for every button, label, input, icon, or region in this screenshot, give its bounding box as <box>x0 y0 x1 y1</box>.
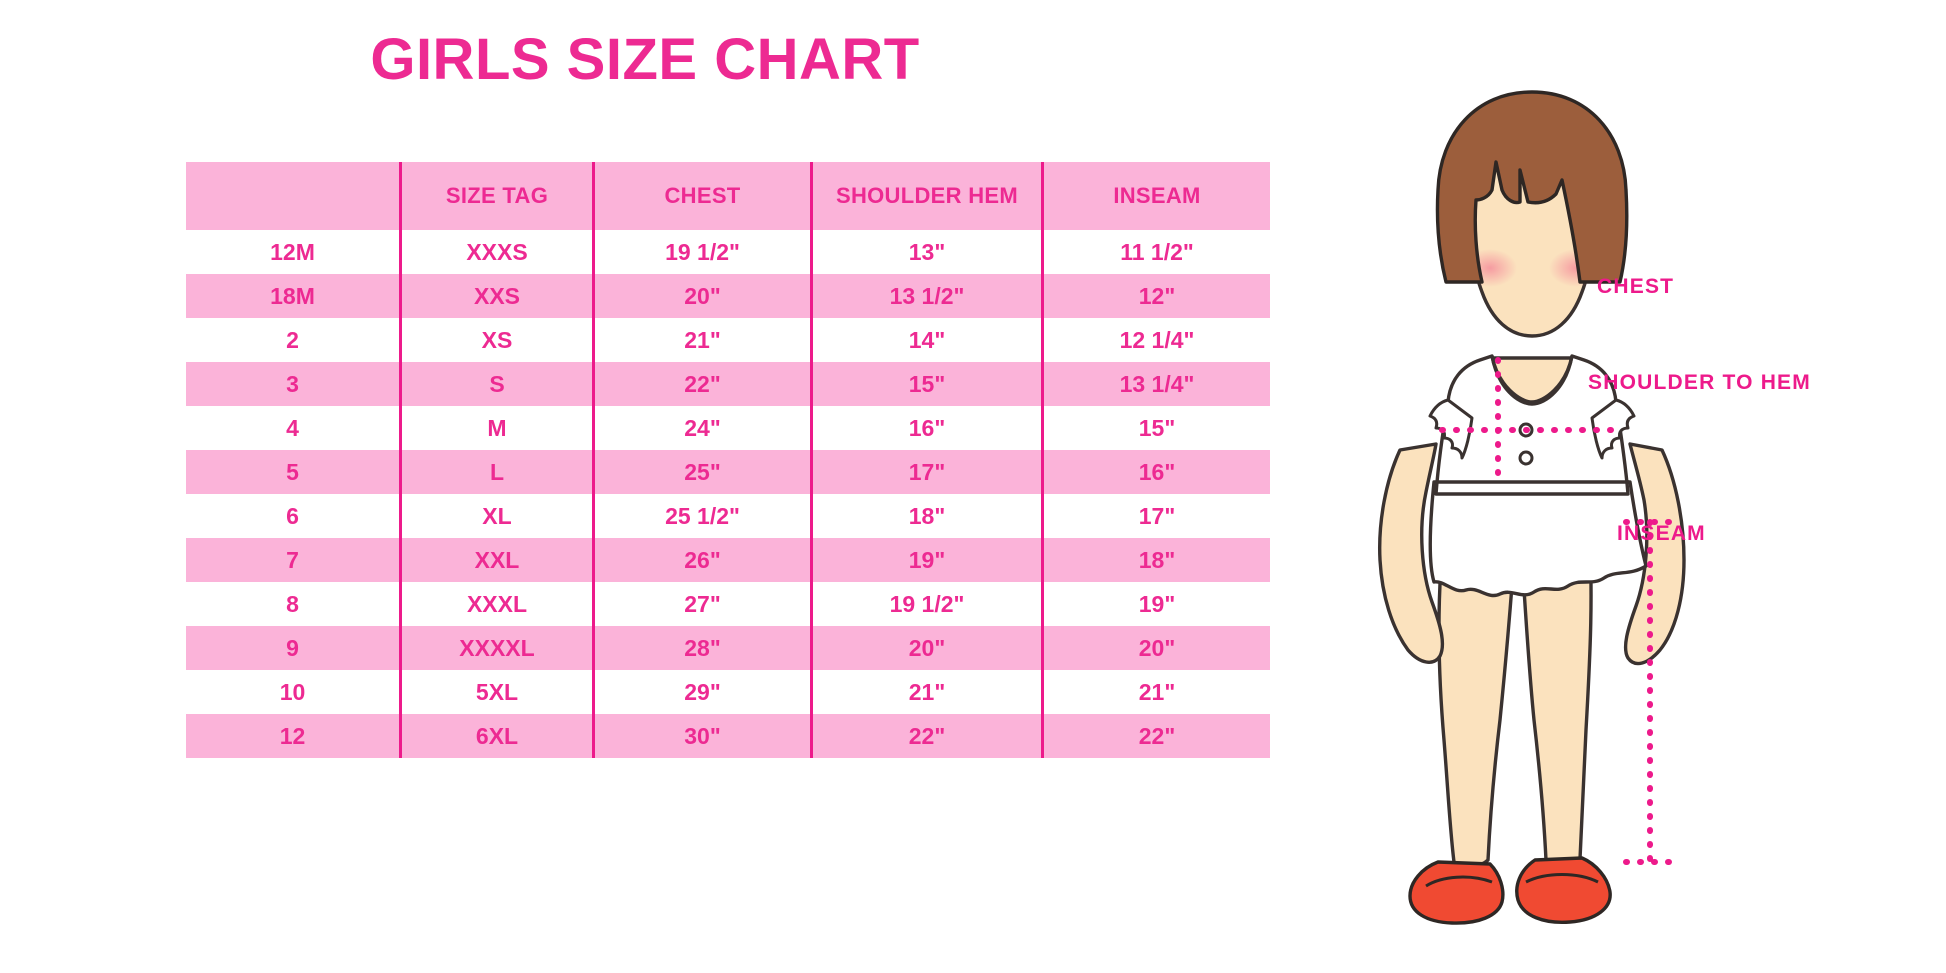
cell-inseam: 12 1/4" <box>1042 318 1270 362</box>
cell-size-tag: XS <box>400 318 595 362</box>
cell-chest: 25" <box>593 450 813 494</box>
cell-size-tag: XXL <box>400 538 595 582</box>
table-header-row: SIZE TAG CHEST SHOULDER HEM INSEAM <box>186 162 1270 230</box>
cell-size-tag: XXXXL <box>400 626 595 670</box>
cell-inseam: 12" <box>1042 274 1270 318</box>
cell-size-tag: 5XL <box>400 670 595 714</box>
neckline <box>1490 355 1574 406</box>
cell-size: 12M <box>186 230 402 274</box>
cell-inseam: 22" <box>1042 714 1270 758</box>
cell-size: 10 <box>186 670 402 714</box>
cell-size: 6 <box>186 494 402 538</box>
cell-size-tag: L <box>400 450 595 494</box>
table-row: 10 5XL 29" 21" 21" <box>186 670 1270 714</box>
cell-inseam: 16" <box>1042 450 1270 494</box>
column-header-shoulder-hem: SHOULDER HEM <box>811 162 1044 230</box>
cell-inseam: 19" <box>1042 582 1270 626</box>
shoes <box>1408 856 1612 925</box>
measurement-guides <box>1439 357 1677 865</box>
table-row: 8 XXXL 27" 19 1/2" 19" <box>186 582 1270 626</box>
cell-size: 4 <box>186 406 402 450</box>
cell-size: 12 <box>186 714 402 758</box>
cell-size: 5 <box>186 450 402 494</box>
cell-size-tag: XXS <box>400 274 595 318</box>
cell-chest: 26" <box>593 538 813 582</box>
table-row: 12M XXXS 19 1/2" 13" 11 1/2" <box>186 230 1270 274</box>
cell-shoulder-hem: 22" <box>811 714 1044 758</box>
cell-inseam: 11 1/2" <box>1042 230 1270 274</box>
table-row: 18M XXS 20" 13 1/2" 12" <box>186 274 1270 318</box>
skirt <box>1428 480 1648 598</box>
cell-size: 2 <box>186 318 402 362</box>
cell-chest: 22" <box>593 362 813 406</box>
arms <box>1377 442 1686 666</box>
sleeve-ruffle-left <box>1428 398 1474 460</box>
cell-shoulder-hem: 14" <box>811 318 1044 362</box>
cell-size-tag: XXXS <box>400 230 595 274</box>
cell-size: 7 <box>186 538 402 582</box>
cell-inseam: 15" <box>1042 406 1270 450</box>
table-header: SIZE TAG CHEST SHOULDER HEM INSEAM <box>186 162 1270 230</box>
cell-size-tag: XL <box>400 494 595 538</box>
cell-size-tag: S <box>400 362 595 406</box>
column-header-size <box>186 162 402 230</box>
table-row: 9 XXXXL 28" 20" 20" <box>186 626 1270 670</box>
cell-size-tag: XXXL <box>400 582 595 626</box>
table-row: 3 S 22" 15" 13 1/4" <box>186 362 1270 406</box>
cell-shoulder-hem: 15" <box>811 362 1044 406</box>
table-row: 6 XL 25 1/2" 18" 17" <box>186 494 1270 538</box>
measurement-label-inseam: INSEAM <box>1617 522 1706 545</box>
cell-shoulder-hem: 20" <box>811 626 1044 670</box>
cell-shoulder-hem: 16" <box>811 406 1044 450</box>
table-body: 12M XXXS 19 1/2" 13" 11 1/2" 18M XXS 20"… <box>186 230 1270 758</box>
cell-size-tag: 6XL <box>400 714 595 758</box>
cell-inseam: 21" <box>1042 670 1270 714</box>
column-header-chest: CHEST <box>593 162 813 230</box>
cell-shoulder-hem: 19" <box>811 538 1044 582</box>
table-row: 7 XXL 26" 19" 18" <box>186 538 1270 582</box>
hair <box>1435 90 1629 284</box>
cell-size: 8 <box>186 582 402 626</box>
figure-body <box>1377 90 1686 925</box>
cell-shoulder-hem: 18" <box>811 494 1044 538</box>
measurement-label-shoulder-to-hem: SHOULDER TO HEM <box>1588 371 1811 394</box>
cell-size-tag: M <box>400 406 595 450</box>
table-row: 2 XS 21" 14" 12 1/4" <box>186 318 1270 362</box>
cell-inseam: 20" <box>1042 626 1270 670</box>
cell-chest: 20" <box>593 274 813 318</box>
cell-size: 9 <box>186 626 402 670</box>
button-lower <box>1518 450 1534 466</box>
cell-inseam: 13 1/4" <box>1042 362 1270 406</box>
cell-chest: 24" <box>593 406 813 450</box>
table-row: 5 L 25" 17" 16" <box>186 450 1270 494</box>
cell-inseam: 17" <box>1042 494 1270 538</box>
cell-shoulder-hem: 13 1/2" <box>811 274 1044 318</box>
table-row: 4 M 24" 16" 15" <box>186 406 1270 450</box>
cell-chest: 19 1/2" <box>593 230 813 274</box>
cell-size: 3 <box>186 362 402 406</box>
cell-chest: 27" <box>593 582 813 626</box>
cell-shoulder-hem: 17" <box>811 450 1044 494</box>
table-row: 12 6XL 30" 22" 22" <box>186 714 1270 758</box>
cell-chest: 30" <box>593 714 813 758</box>
cell-chest: 25 1/2" <box>593 494 813 538</box>
cell-inseam: 18" <box>1042 538 1270 582</box>
cell-size: 18M <box>186 274 402 318</box>
page-title: GIRLS SIZE CHART <box>370 27 920 92</box>
cell-shoulder-hem: 13" <box>811 230 1044 274</box>
column-header-inseam: INSEAM <box>1042 162 1270 230</box>
column-header-size-tag: SIZE TAG <box>400 162 595 230</box>
cell-shoulder-hem: 19 1/2" <box>811 582 1044 626</box>
size-chart-table: SIZE TAG CHEST SHOULDER HEM INSEAM 12M X… <box>186 162 1270 758</box>
measurement-label-chest: CHEST <box>1597 275 1675 298</box>
cell-chest: 21" <box>593 318 813 362</box>
cell-chest: 29" <box>593 670 813 714</box>
girl-figure-illustration <box>1330 30 1750 930</box>
cell-shoulder-hem: 21" <box>811 670 1044 714</box>
legs-group <box>1437 515 1593 868</box>
cell-chest: 28" <box>593 626 813 670</box>
